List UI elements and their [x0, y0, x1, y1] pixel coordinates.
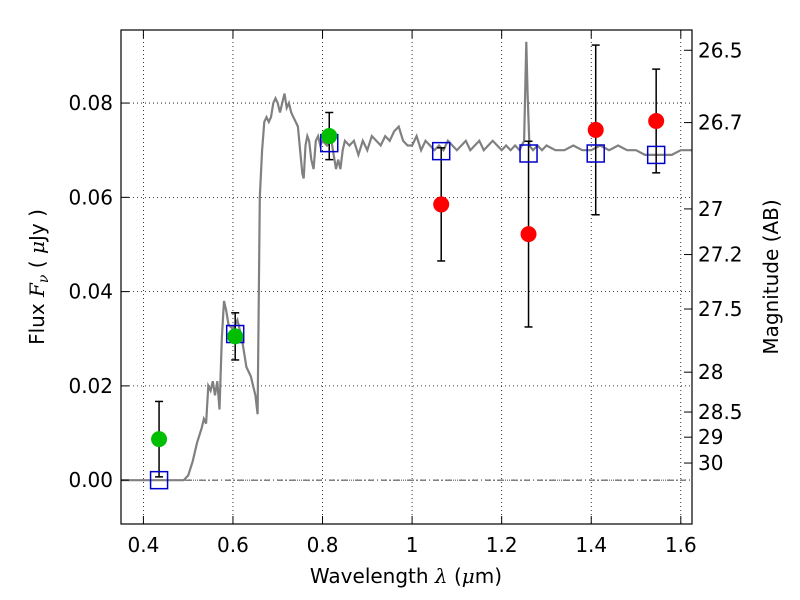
observed-point: [321, 128, 338, 145]
right-tick-label: 28.5: [698, 400, 743, 424]
right-tick-label: 27: [698, 197, 723, 221]
right-tick-label: 28: [698, 360, 723, 384]
right-axis-label: Magnitude (AB): [759, 199, 783, 354]
right-tick-label: 30: [698, 451, 723, 475]
y-tick-label: 0.08: [68, 91, 113, 115]
model-band-marker: [586, 144, 605, 163]
right-tick-label: 27.5: [698, 297, 743, 321]
x-tick-label: 1.2: [486, 533, 518, 557]
x-axis-ticks: 0.4 0.6 0.8 1 1.2 1.4 1.6: [127, 30, 697, 557]
plot-area: [121, 30, 692, 524]
plot-frame: [120, 29, 693, 525]
x-tick-label: 0.6: [217, 533, 249, 557]
observed-point: [151, 431, 168, 448]
y-axis-ticks: 0.00 0.02 0.04 0.06 0.08: [68, 91, 129, 492]
model-band-marker: [646, 145, 666, 165]
x-tick-label: 1.6: [665, 533, 697, 557]
right-tick-label: 26.5: [698, 38, 743, 62]
x-tick-label: 1.4: [575, 533, 607, 557]
observed-point: [587, 121, 604, 138]
observed-point: [433, 196, 450, 213]
x-tick-label: 0.8: [307, 533, 339, 557]
observed-points: [151, 112, 665, 448]
y-tick-label: 0.02: [68, 374, 113, 398]
right-tick-label: 29: [698, 425, 723, 449]
model-band-marker: [149, 470, 169, 490]
model-band-marker: [519, 144, 538, 163]
right-tick-label: 27.2: [698, 243, 743, 267]
observed-point: [520, 226, 537, 243]
x-tick-label: 1: [406, 533, 419, 557]
right-tick-label: 26.7: [698, 111, 743, 135]
x-tick-label: 0.4: [127, 533, 159, 557]
model-spectrum-line: [121, 41, 692, 482]
y-tick-label: 0.00: [68, 468, 113, 492]
model-band-markers: [149, 133, 666, 490]
x-axis-label: Wavelength λ (μm): [310, 564, 502, 588]
observed-point: [648, 112, 665, 129]
y-tick-label: 0.06: [68, 185, 113, 209]
observed-point: [227, 328, 244, 345]
model-band-marker: [431, 141, 451, 161]
y-tick-label: 0.04: [68, 280, 113, 304]
y-axis-label: Flux Fν ( μJy ): [25, 209, 52, 345]
